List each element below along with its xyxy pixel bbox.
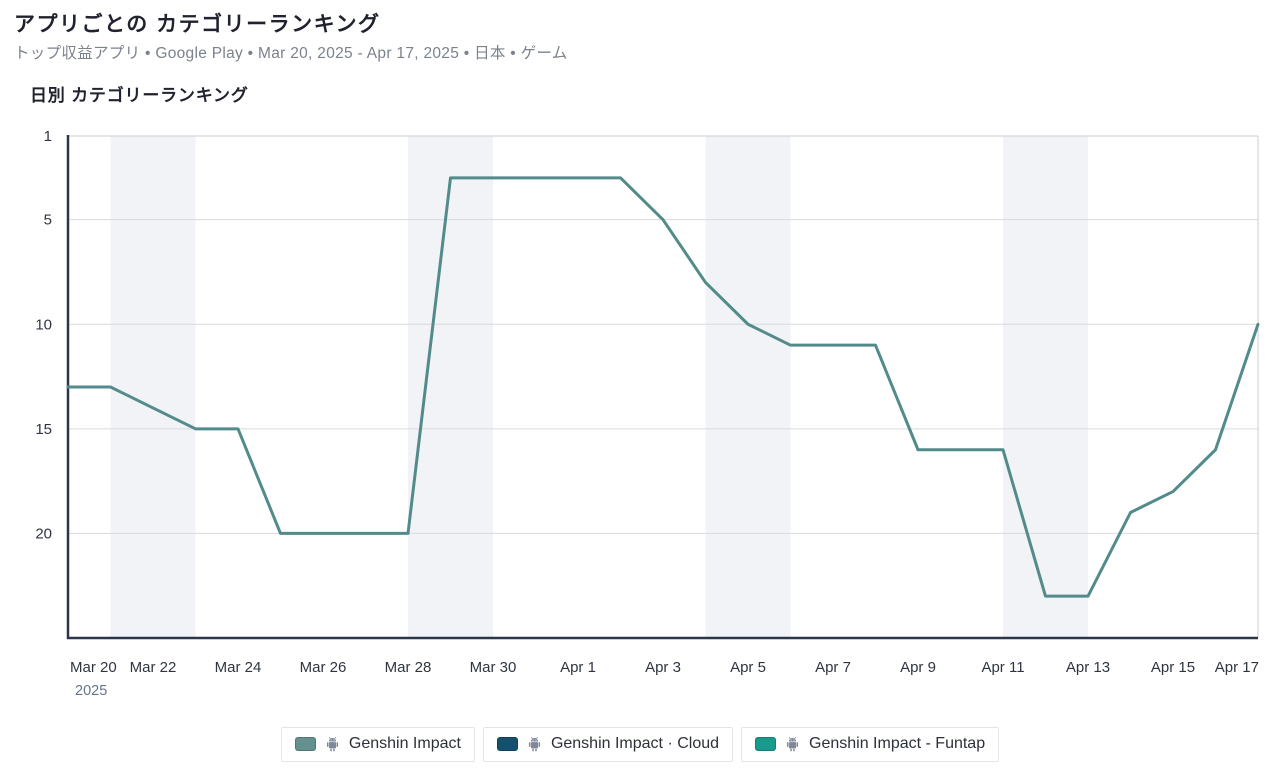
weekend-band <box>705 136 791 638</box>
x-axis-label: Apr 17 <box>1215 659 1259 676</box>
y-axis-label: 1 <box>44 128 52 145</box>
x-axis-label: Apr 1 <box>560 659 596 676</box>
y-axis-label: 5 <box>44 212 52 229</box>
weekend-band <box>408 136 493 638</box>
rank-series-line-genshin-impact[interactable] <box>66 176 1260 598</box>
y-axis-label: 20 <box>35 525 52 542</box>
x-axis-label: Mar 22 <box>130 659 177 676</box>
legend-item-genshin-impact-cloud[interactable]: Genshin Impact · Cloud <box>482 727 734 762</box>
x-axis-label: Mar 26 <box>300 659 347 676</box>
page-title: アプリごとの カテゴリーランキング <box>14 13 381 36</box>
legend-label: Genshin Impact · Cloud <box>550 735 720 752</box>
x-axis-label: Mar 30 <box>470 659 517 676</box>
chart-legend: Genshin Impact Genshin Impact · Cloud <box>0 727 1280 762</box>
x-axis-label: Mar 28 <box>385 659 432 676</box>
chart-section-title: 日別 カテゴリーランキング <box>30 86 249 105</box>
report-filters-breadcrumb: トップ収益アプリ • Google Play • Mar 20, 2025 - … <box>14 45 568 62</box>
weekend-band <box>1003 136 1088 638</box>
legend-item-genshin-impact-funtap[interactable]: Genshin Impact - Funtap <box>741 727 1000 762</box>
y-axis-label: 15 <box>35 421 52 438</box>
series-color-swatch <box>294 737 316 751</box>
android-icon <box>786 736 799 751</box>
x-axis-label: Apr 5 <box>730 659 766 676</box>
y-axis-label: 10 <box>35 316 52 333</box>
x-axis-label: Mar 20 <box>70 659 117 676</box>
legend-label: Genshin Impact - Funtap <box>809 735 986 752</box>
x-axis-label: Mar 24 <box>215 659 262 676</box>
legend-item-genshin-impact[interactable]: Genshin Impact <box>280 727 475 762</box>
x-axis-label: Apr 7 <box>815 659 851 676</box>
series-color-swatch <box>755 737 777 751</box>
x-axis-label: Apr 11 <box>981 659 1024 676</box>
x-axis-label: Apr 13 <box>1066 659 1110 676</box>
x-axis-label: Apr 9 <box>900 659 936 676</box>
series-color-swatch <box>496 737 518 751</box>
weekend-band <box>110 136 196 638</box>
x-axis-year-label: 2025 <box>75 683 107 699</box>
x-axis-label: Apr 3 <box>645 659 681 676</box>
legend-label: Genshin Impact <box>348 735 461 752</box>
android-icon <box>528 736 540 751</box>
x-axis-label: Apr 15 <box>1151 659 1195 676</box>
android-icon <box>326 736 338 751</box>
